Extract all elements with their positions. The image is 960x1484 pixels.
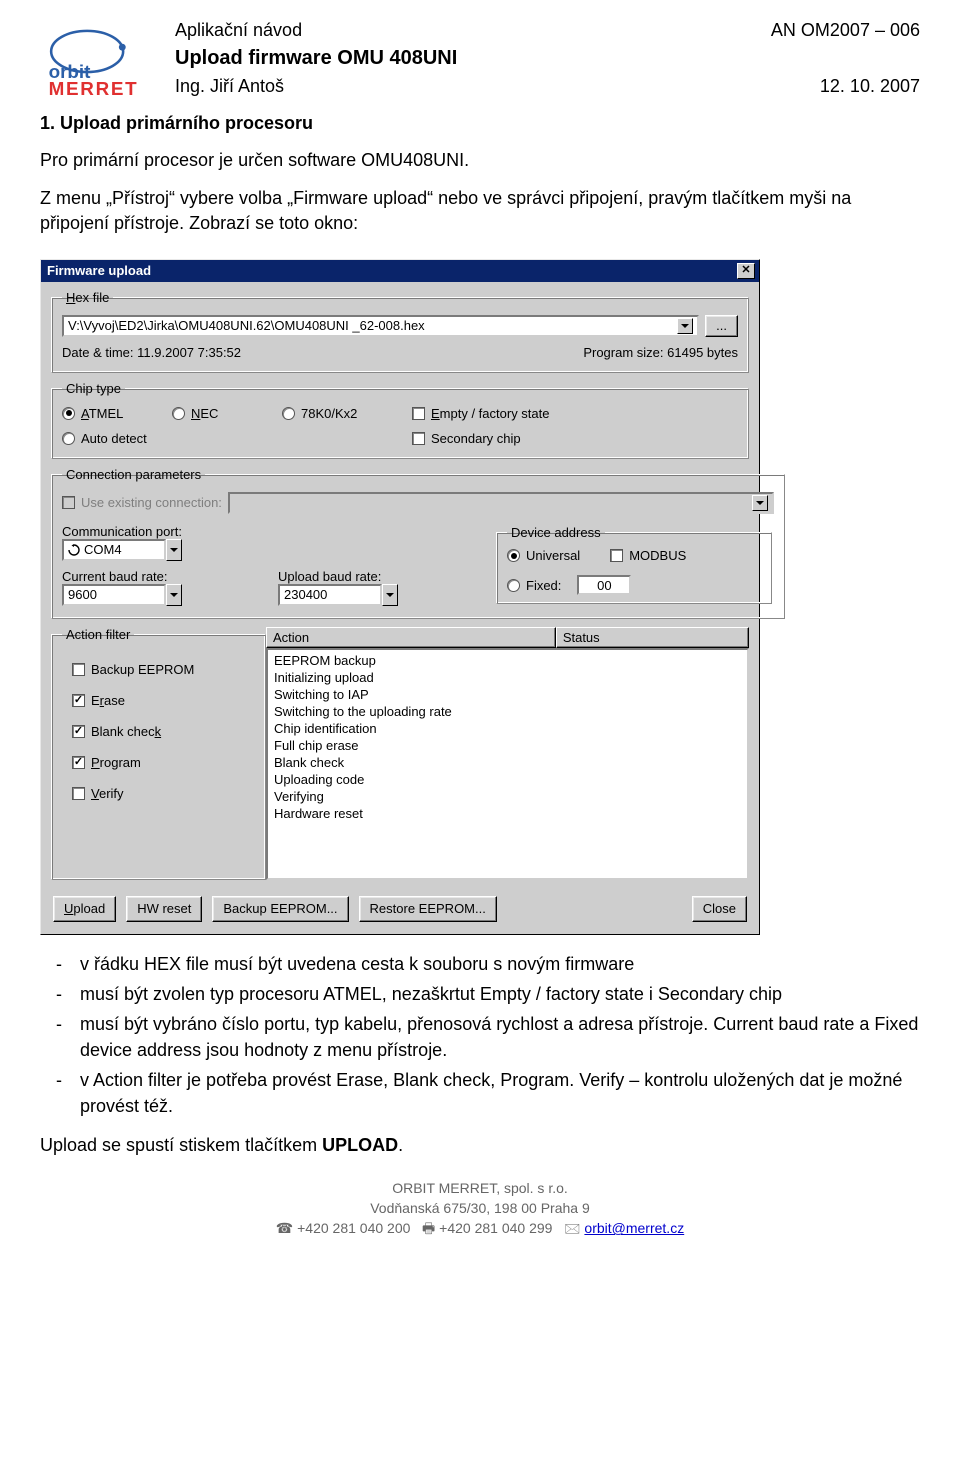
hex-file-group: Hex file V:\Vyvoj\ED2\Jirka\OMU408UNI.62…	[51, 290, 749, 373]
date-label: Date & time:	[62, 345, 134, 360]
upload-baud-label: Upload baud rate:	[278, 569, 478, 584]
chevron-down-icon	[752, 495, 768, 511]
page-footer: ORBIT MERRET, spol. s r.o. Vodňanská 675…	[0, 1178, 960, 1239]
radio-auto-detect[interactable]: Auto detect	[62, 431, 172, 446]
footer-address: Vodňanská 675/30, 198 00 Praha 9	[0, 1198, 960, 1218]
current-baud-label: Current baud rate:	[62, 569, 262, 584]
radio-atmel[interactable]: ATMEL	[62, 406, 172, 421]
doc-author: Ing. Jiří Antoš	[175, 76, 284, 97]
action-row: Uploading code	[270, 771, 745, 788]
check-backup-eeprom[interactable]: Backup EEPROM	[72, 662, 249, 677]
fixed-address-input[interactable]: 00	[577, 575, 631, 595]
check-verify[interactable]: Verify	[72, 786, 249, 801]
footer-tel2: +420 281 040 299	[439, 1220, 552, 1236]
radio-universal[interactable]: Universal	[507, 548, 580, 563]
action-list: EEPROM backup Initializing upload Switch…	[266, 648, 749, 880]
svg-text:MERRET: MERRET	[49, 78, 139, 99]
upload-baud-combo[interactable]: 230400	[278, 584, 398, 606]
firmware-upload-dialog: Firmware upload ✕ Hex file V:\Vyvoj\ED2\…	[40, 259, 760, 935]
restore-eeprom-button[interactable]: Restore EEPROM...	[359, 896, 497, 922]
action-row: Blank check	[270, 754, 745, 771]
section-heading: 1. Upload primárního procesoru	[40, 113, 920, 134]
chevron-down-icon[interactable]	[166, 584, 182, 606]
hex-path-value: V:\Vyvoj\ED2\Jirka\OMU408UNI.62\OMU408UN…	[68, 318, 425, 333]
refresh-icon	[68, 544, 80, 556]
footer-email-link[interactable]: orbit@merret.cz	[584, 1220, 684, 1236]
check-modbus[interactable]: MODBUS	[610, 548, 686, 563]
radio-78k0[interactable]: 78K0/Kx2	[282, 406, 412, 421]
chevron-down-icon[interactable]	[166, 539, 182, 561]
comm-port-combo[interactable]: COM4	[62, 539, 182, 561]
action-row: Full chip erase	[270, 737, 745, 754]
radio-fixed[interactable]: Fixed:	[507, 578, 561, 593]
chevron-down-icon[interactable]	[382, 584, 398, 606]
status-col-header[interactable]: Status	[556, 627, 749, 648]
action-table: Action Status EEPROM backup Initializing…	[266, 627, 749, 880]
current-baud-combo[interactable]: 9600	[62, 584, 182, 606]
doc-code: AN OM2007 – 006	[771, 20, 920, 41]
action-row: Chip identification	[270, 720, 745, 737]
device-address-legend: Device address	[507, 525, 605, 540]
action-row: EEPROM backup	[270, 652, 745, 669]
chevron-down-icon[interactable]	[677, 318, 693, 334]
connection-params-legend: Connection parameters	[62, 467, 205, 482]
browse-button[interactable]: ...	[705, 315, 738, 337]
action-row: Switching to the uploading rate	[270, 703, 745, 720]
hex-path-combo[interactable]: V:\Vyvoj\ED2\Jirka\OMU408UNI.62\OMU408UN…	[62, 315, 699, 337]
footer-tel1: +420 281 040 200	[297, 1220, 410, 1236]
footer-company: ORBIT MERRET, spol. s r.o.	[0, 1178, 960, 1198]
action-filter-legend: Action filter	[62, 627, 134, 642]
action-row: Initializing upload	[270, 669, 745, 686]
paragraph-2: Z menu „Přístroj“ vybere volba „Firmware…	[40, 186, 920, 235]
radio-nec[interactable]: NEC	[172, 406, 282, 421]
bullet-item: v řádku HEX file musí být uvedena cesta …	[80, 951, 920, 977]
check-secondary-chip[interactable]: Secondary chip	[412, 431, 632, 446]
action-col-header[interactable]: Action	[266, 627, 556, 648]
action-row: Verifying	[270, 788, 745, 805]
doc-date: 12. 10. 2007	[820, 76, 920, 97]
hex-file-legend: Hex file	[62, 290, 113, 305]
check-empty-factory[interactable]: Empty / factory state	[412, 406, 632, 421]
close-icon[interactable]: ✕	[737, 263, 755, 279]
connection-params-group: Connection parameters Use existing conne…	[51, 467, 785, 619]
size-label: Program size:	[583, 345, 663, 360]
size-value: 61495 bytes	[667, 345, 738, 360]
check-program[interactable]: Program	[72, 755, 249, 770]
check-erase[interactable]: Erase	[72, 693, 249, 708]
bullet-item: musí být zvolen typ procesoru ATMEL, nez…	[80, 981, 920, 1007]
action-filter-group: Action filter Backup EEPROM Erase Blank …	[51, 627, 266, 880]
existing-conn-combo	[228, 492, 774, 514]
upload-button[interactable]: Upload	[53, 896, 116, 922]
dialog-title: Firmware upload	[47, 263, 151, 278]
paragraph-1: Pro primární procesor je určen software …	[40, 148, 920, 172]
hw-reset-button[interactable]: HW reset	[126, 896, 202, 922]
chip-type-legend: Chip type	[62, 381, 125, 396]
bullet-item: musí být vybráno číslo portu, typ kabelu…	[80, 1011, 920, 1063]
check-blank-check[interactable]: Blank check	[72, 724, 249, 739]
doc-title: Upload firmware OMU 408UNI	[175, 47, 457, 70]
check-use-existing: Use existing connection:	[62, 495, 222, 510]
bullet-item: v Action filter je potřeba provést Erase…	[80, 1067, 920, 1119]
chip-type-group: Chip type ATMEL NEC 78K0/Kx2 Empty / fac…	[51, 381, 749, 459]
backup-eeprom-button[interactable]: Backup EEPROM...	[212, 896, 348, 922]
action-row: Hardware reset	[270, 805, 745, 822]
orbit-merret-logo: orbit MERRET	[40, 20, 160, 100]
action-row: Switching to IAP	[270, 686, 745, 703]
date-value: 11.9.2007 7:35:52	[137, 345, 241, 360]
close-button[interactable]: Close	[692, 896, 747, 922]
comm-port-label: Communication port:	[62, 524, 262, 539]
doc-type: Aplikační návod	[175, 20, 302, 41]
